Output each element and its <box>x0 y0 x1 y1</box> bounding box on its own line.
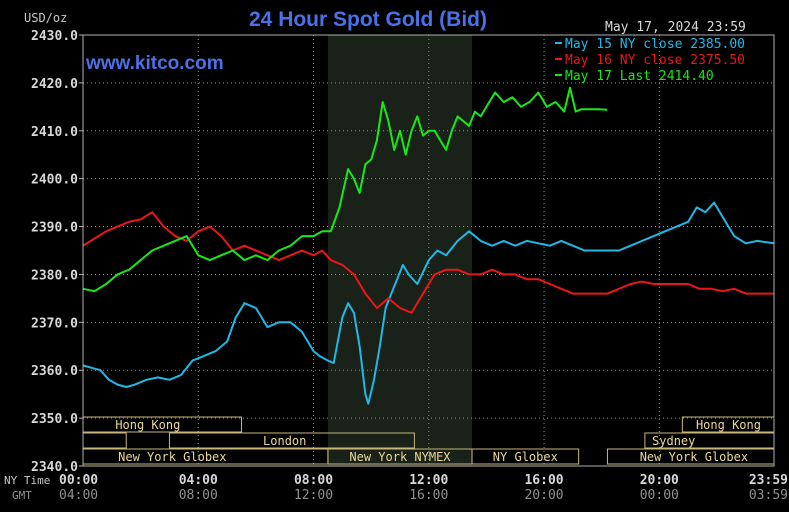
y-axis-ticks: 2430.0 2420.0 2410.0 2400.0 2390.0 2380.0 2370… <box>31 29 83 475</box>
timestamp: May 17, 2024 23:59 <box>605 20 746 35</box>
y-tick-label: 2370.0 <box>31 316 78 331</box>
legend-label-may16: May 16 NY close 2375.50 <box>565 53 745 68</box>
x-tick-label-gmt: 16:00 <box>409 488 448 503</box>
x-tick-label-ny: 08:00 <box>294 473 333 488</box>
session-label: New York NYMEX <box>349 450 451 464</box>
y-axis-unit-label: USD/oz <box>24 11 67 25</box>
session-label: London <box>263 434 306 448</box>
x-tick-label-ny: 16:00 <box>524 473 563 488</box>
session-label: Sydney <box>652 434 695 448</box>
session-bar: Hong Kong <box>681 416 775 433</box>
x-tick-label-gmt: 20:00 <box>524 488 563 503</box>
x-axis-ticks: 00:0004:0004:0008:0008:0012:0012:0016:00… <box>59 473 788 503</box>
legend-item-may15: May 15 NY close 2385.00 <box>555 37 745 52</box>
x-axis-row-label-ny: NY Time <box>4 474 50 487</box>
legend: May 15 NY close 2385.00 May 16 NY close … <box>555 37 745 84</box>
y-tick-label: 2380.0 <box>31 268 78 283</box>
legend-label-may15: May 15 NY close 2385.00 <box>565 37 745 52</box>
x-tick-label-gmt: 08:00 <box>179 488 218 503</box>
market-session-bars: Hong Kong London New York Globex New York N… <box>82 416 775 465</box>
x-tick-label-gmt: 12:00 <box>294 488 333 503</box>
session-bar: NY Globex <box>471 448 580 465</box>
series-line-1 <box>82 211 774 314</box>
y-tick-label: 2360.0 <box>31 364 78 379</box>
session-label: New York Globex <box>118 450 226 464</box>
plot-frame <box>82 34 775 467</box>
series-line-2 <box>82 86 608 293</box>
y-tick-label: 2420.0 <box>31 77 78 92</box>
nymex-session-highlight <box>327 35 473 466</box>
session-bar-outline <box>168 432 415 449</box>
legend-item-may16: May 16 NY close 2375.50 <box>555 53 745 68</box>
x-tick-label-ny: 04:00 <box>179 473 218 488</box>
x-tick-label-ny: 20:00 <box>640 473 679 488</box>
x-tick-label-ny: 23:59 <box>749 473 788 488</box>
x-axis-row-label-gmt: GMT <box>12 489 32 502</box>
legend-item-may17: May 17 Last 2414.40 <box>555 69 714 84</box>
session-label: NY Globex <box>493 450 558 464</box>
y-tick-label: 2400.0 <box>31 173 78 188</box>
x-tick-label-ny: 00:00 <box>59 473 98 488</box>
session-label: New York Globex <box>640 450 748 464</box>
x-tick-label-gmt: 03:59 <box>749 488 788 503</box>
x-tick-label-ny: 12:00 <box>409 473 448 488</box>
session-bar: New York NYMEX <box>327 448 473 465</box>
x-tick-label-gmt: 00:00 <box>640 488 679 503</box>
legend-label-may17: May 17 Last 2414.40 <box>565 69 714 84</box>
y-tick-label: 2390.0 <box>31 221 78 236</box>
y-tick-label: 2410.0 <box>31 125 78 140</box>
series-line-0 <box>82 201 775 405</box>
session-label: Hong Kong <box>115 418 180 432</box>
session-label: Hong Kong <box>696 418 761 432</box>
chart-title: 24 Hour Spot Gold (Bid) <box>249 8 487 31</box>
watermark-kitco: www.kitco.com <box>85 53 224 74</box>
y-tick-label: 2340.0 <box>31 460 78 475</box>
x-tick-label-gmt: 04:00 <box>59 488 98 503</box>
y-tick-label: 2350.0 <box>31 412 78 427</box>
series-lines <box>82 86 775 405</box>
y-tick-label: 2430.0 <box>31 29 78 44</box>
session-bar: London <box>168 432 415 449</box>
session-bar-outline <box>471 448 580 465</box>
